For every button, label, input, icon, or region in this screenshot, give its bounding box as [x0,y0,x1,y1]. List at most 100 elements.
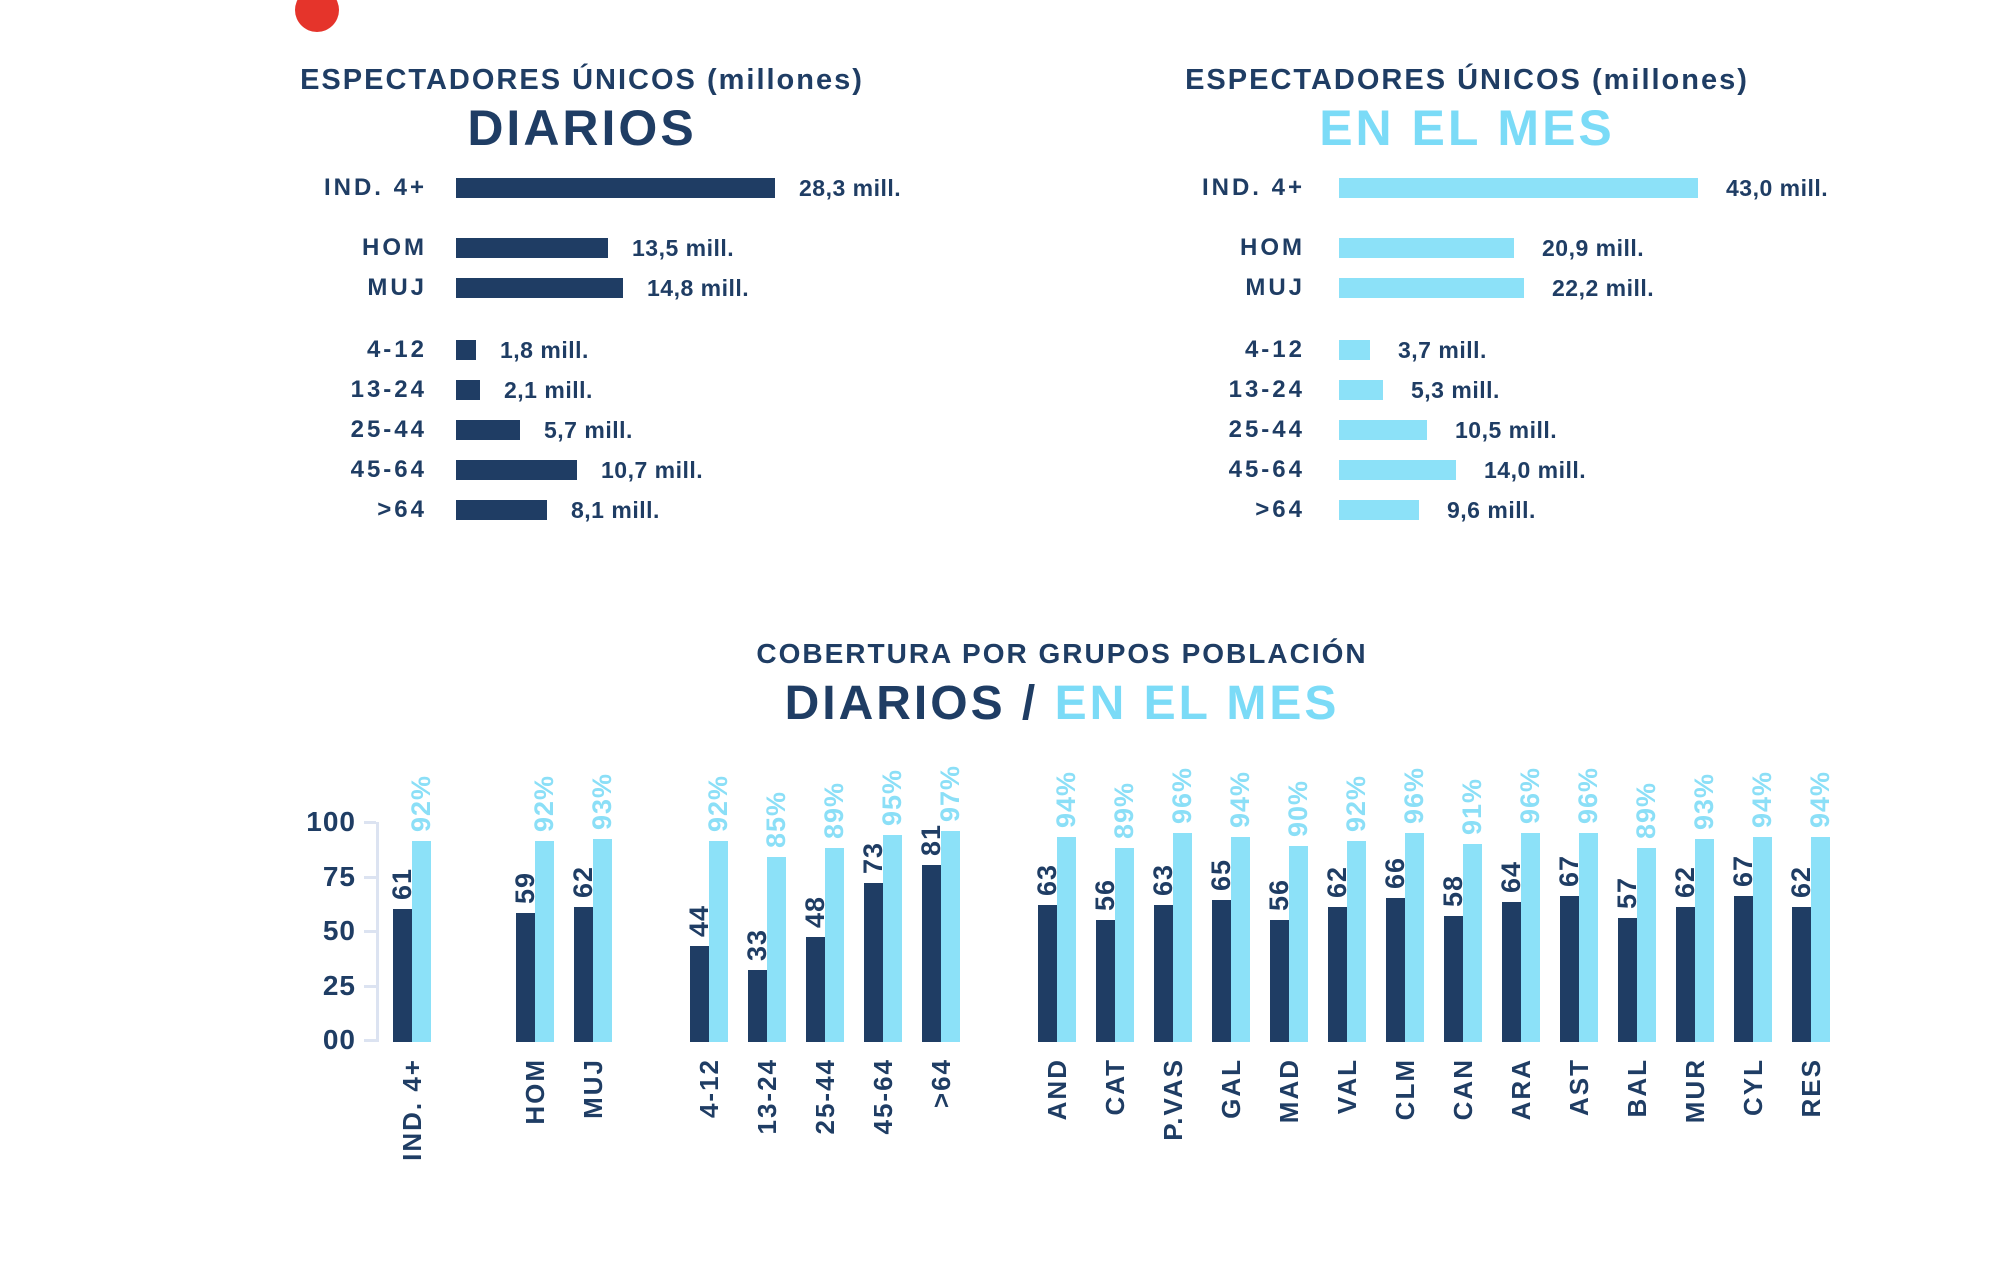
daily-value-text: 62 [1786,865,1816,898]
monthly-bar [1173,832,1192,1042]
bar-row: 25-44 5,7 mill. [0,416,901,443]
daily-value-text: 64 [1496,861,1526,894]
daily-value-label: 73 [858,842,888,874]
category-label: P.VAS [1154,1058,1192,1141]
daily-value-label: 59 [510,872,540,904]
monthly-bar [593,839,612,1042]
bar-pair: 81 97% >64 [916,765,965,1109]
category-label: 45-64 [864,1058,902,1135]
category-label-text: 45-64 [867,1058,898,1135]
daily-bar [922,865,941,1042]
bar-value: 22,2 mill. [1552,274,1655,301]
y-tick [364,984,376,988]
daily-bar [1560,895,1579,1042]
daily-value-text: 63 [1032,863,1062,896]
daily-value-label: 64 [1496,861,1526,893]
monthly-value-text: 90% [1283,779,1313,837]
category-label: 13-24 [748,1058,786,1135]
row-label: 4-12 [366,336,427,363]
y-tick-label: 100 [306,806,356,837]
bar-row: >64 8,1 mill. [0,496,901,523]
monthly-bar [1753,837,1772,1042]
coverage-subtitle-separator: / [1005,677,1055,730]
bar-value: 10,7 mill. [601,456,704,483]
monthly-value-text: 94% [1805,771,1835,829]
bar [1339,500,1419,520]
category-label: GAL [1212,1058,1250,1119]
coverage-group: 44 92% 4-12 33 85% 13-24 48 89% 25-44 73 95% 45-64 8… [684,765,965,1135]
monthly-bar [709,841,728,1042]
bar-value: 3,7 mill. [1398,336,1487,363]
y-tick [364,1039,376,1042]
daily-value-text: 81 [916,824,946,857]
bar-value: 9,6 mill. [1447,496,1536,523]
bar-pair: 67 96% AST [1554,767,1603,1116]
bar-pair: 64 96% ARA [1496,767,1545,1121]
bar-pair: 63 96% P.VAS [1148,767,1197,1141]
daily-value-label: 63 [1148,864,1178,896]
category-label-text: MUR [1679,1058,1710,1124]
monthly-chart-subtitle: EN EL MES [1319,100,1615,156]
bar-group: HOM 13,5 mill. MUJ 14,8 mill. [0,234,901,301]
bar-pair: 56 89% CAT [1090,782,1139,1116]
daily-bar [393,909,412,1042]
bar [1339,278,1524,298]
monthly-bar [1115,847,1134,1042]
bar-row: MUJ 14,8 mill. [0,274,901,301]
bar [456,420,520,440]
category-label-text: VAL [1331,1058,1362,1115]
row-label: 25-44 [350,416,427,443]
row-label: 45-64 [1228,456,1305,483]
bar [1339,380,1383,400]
y-tick [364,875,376,879]
monthly-bar [1811,837,1830,1042]
bar-row: IND. 4+ 43,0 mill. [0,174,1828,201]
daily-value-label: 58 [1438,875,1468,907]
bar-row: 4-12 1,8 mill. [0,336,901,363]
monthly-value-label: 96% [1573,767,1603,824]
bar [456,460,577,480]
category-label: CYL [1734,1058,1772,1116]
monthly-value-label: 90% [1283,780,1313,837]
daily-bar [574,906,593,1042]
bar-value: 14,8 mill. [647,274,750,301]
daily-value-label: 48 [800,896,830,928]
daily-bar [690,946,709,1042]
category-label-text: 4-12 [693,1058,724,1119]
row-label: MUJ [1245,274,1305,301]
bar-pair: 62 94% RES [1786,771,1835,1117]
monthly-bar [1463,843,1482,1042]
monthly-value-text: 94% [1747,771,1777,829]
category-label-text: CLM [1389,1058,1420,1121]
monthly-bars-area: IND. 4+ 43,0 mill. HOM 20,9 mill. MUJ 22,2 mi… [0,174,1828,540]
bar [456,178,775,198]
daily-value-label: 57 [1612,877,1642,909]
daily-chart-subtitle: DIARIOS [467,100,697,156]
category-label-text: HOM [519,1058,550,1125]
daily-value-text: 73 [858,841,888,874]
y-tick-label: 50 [322,915,356,946]
row-label: HOM [1240,234,1305,261]
monthly-value-label: 94% [1747,771,1777,828]
daily-value-text: 44 [684,905,714,938]
monthly-bar [1521,832,1540,1042]
bar-pair: 62 93% MUR [1670,773,1719,1123]
monthly-value-label: 85% [761,791,791,848]
bar [456,500,547,520]
monthly-value-label: 96% [1515,767,1545,824]
daily-value-text: 62 [568,865,598,898]
bar-pair: 62 93% MUJ [568,773,617,1119]
bar [1339,460,1456,480]
bar-pair: 73 95% 45-64 [858,769,907,1135]
row-label: 25-44 [1228,416,1305,443]
bar-value: 28,3 mill. [799,174,902,201]
category-label: AST [1560,1058,1598,1116]
bar-value: 14,0 mill. [1484,456,1587,483]
bar-row: MUJ 22,2 mill. [0,274,1828,301]
monthly-value-label: 92% [529,775,559,832]
category-label-text: ARA [1505,1058,1536,1121]
y-tick-label: 25 [322,969,356,1001]
bar-pair: 57 89% BAL [1612,782,1661,1118]
bar-row: 13-24 5,3 mill. [0,376,1828,403]
row-label: MUJ [367,274,427,301]
